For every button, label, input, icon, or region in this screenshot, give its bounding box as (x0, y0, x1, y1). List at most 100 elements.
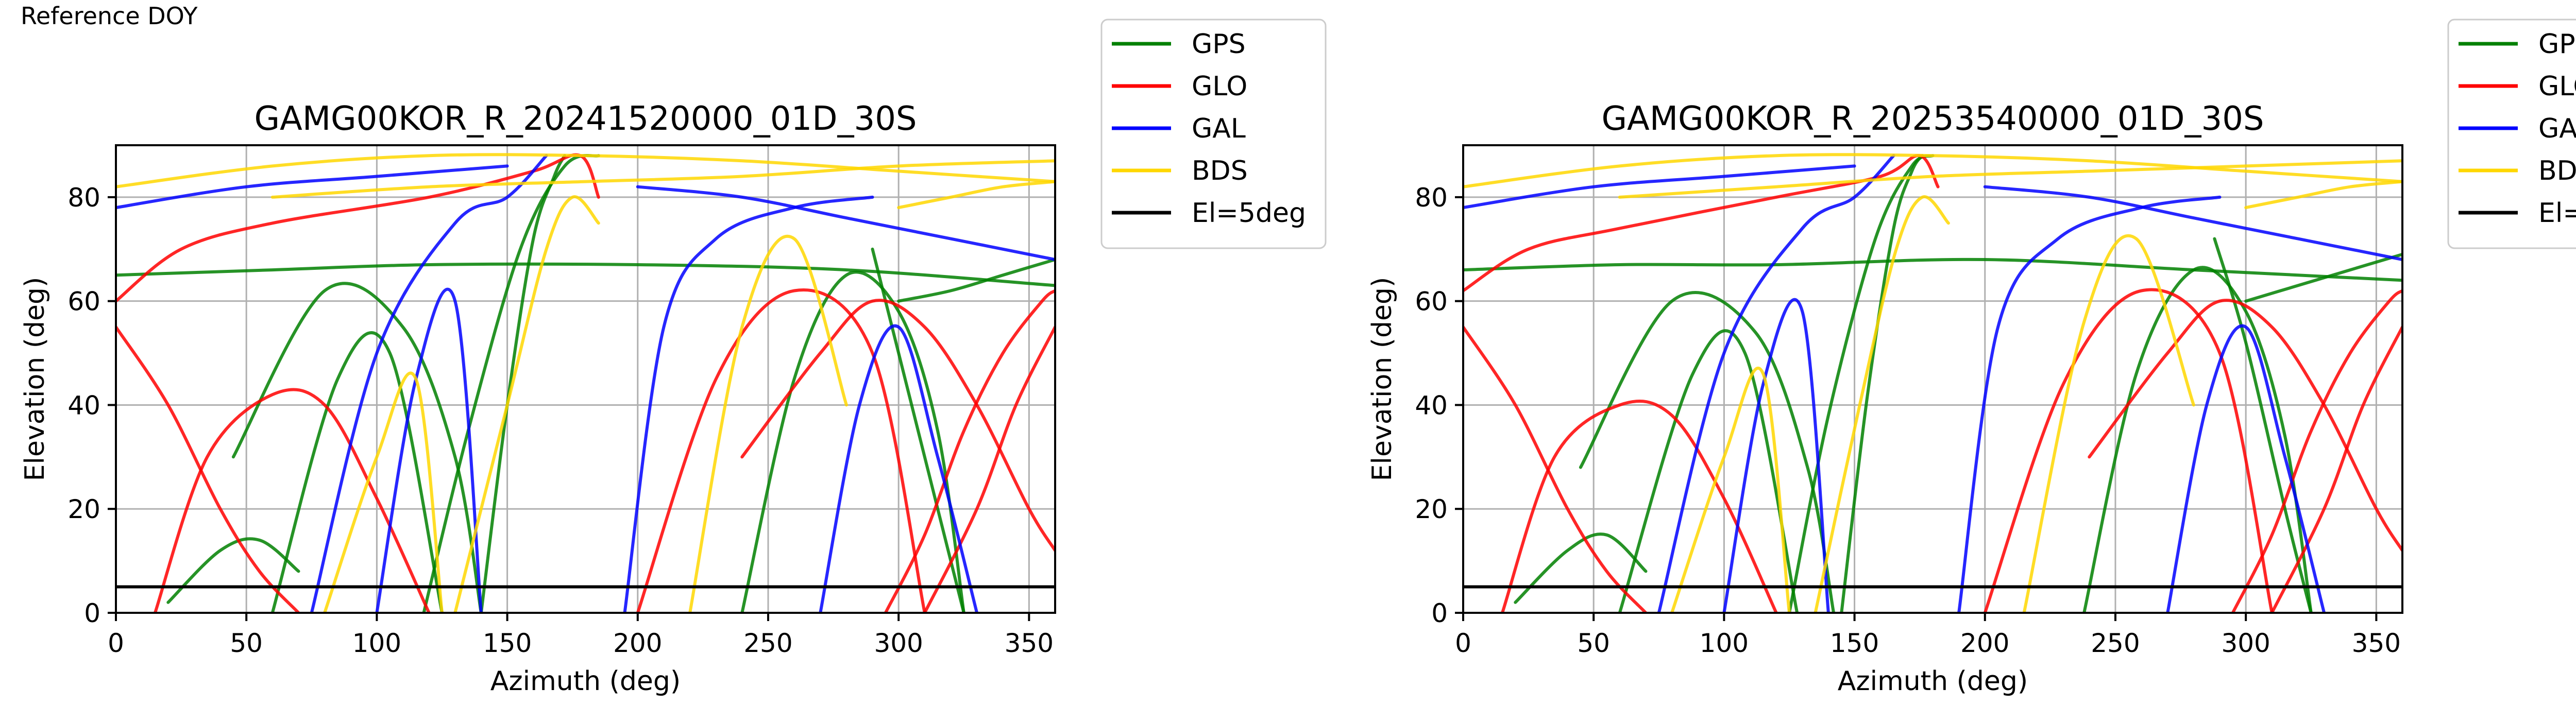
series-track-glo (740, 299, 1055, 552)
series-track-gps (1618, 329, 1799, 613)
series-track-gps (479, 154, 566, 613)
x-tick-label: 100 (1700, 628, 1749, 658)
axes-frame (1462, 144, 2403, 614)
legend-label: BDS (1192, 156, 1248, 186)
x-tick-label: 200 (1960, 628, 2009, 658)
chart-panel-2: 0 50 100 150 200 250 300 350 0 20 40 60 80 GAMG00KOR_… (1367, 19, 2576, 697)
legend: GPS GLO GAL BDS El=5deg (2447, 19, 2576, 249)
series-track-gps (1463, 257, 2402, 282)
series-track-bds (897, 180, 1055, 210)
series-track-glo (636, 288, 926, 613)
series-track-bds (1814, 195, 1950, 613)
y-tick-label: 60 (1415, 287, 1448, 317)
series-track-bds (1618, 159, 2402, 199)
legend-box (2447, 19, 2576, 249)
legend-label: GPS (2538, 29, 2576, 60)
x-tick-label: 100 (352, 628, 401, 658)
x-tick-label: 250 (743, 628, 792, 658)
series-track-bds (270, 159, 1055, 199)
y-tick-label: 20 (67, 494, 100, 524)
axes-frame (115, 144, 1056, 614)
series-track-bds (116, 153, 1055, 188)
series-track-gps (740, 270, 965, 613)
series-track-gps (422, 154, 600, 613)
y-tick-label: 40 (67, 390, 100, 420)
y-tick-label: 80 (1415, 183, 1448, 213)
x-tick-label: 300 (2221, 628, 2270, 658)
series-track-glo (2270, 325, 2402, 613)
series-track-gal (623, 195, 874, 613)
series-track-glo (1463, 154, 1940, 293)
y-tick-label: 40 (1415, 390, 1448, 420)
series-track-bds (688, 234, 848, 613)
legend-label: GAL (2538, 113, 2576, 144)
series-track-gal (375, 287, 483, 613)
legend-box (1100, 19, 1327, 249)
series-track-glo (154, 388, 431, 613)
x-tick-label: 50 (230, 628, 263, 658)
x-tick-label: 300 (874, 628, 923, 658)
chart-title: GAMG00KOR_R_20253540000_01D_30S (1601, 100, 2264, 138)
y-axis-label: Elevation (deg) (1367, 277, 1398, 482)
x-tick-label: 50 (1577, 628, 1610, 658)
series-track-gps (1579, 291, 1836, 613)
legend: GPS GLO GAL BDS El=5deg (1100, 19, 1327, 249)
x-axis-label: Azimuth (deg) (1838, 666, 2028, 697)
y-tick-label: 60 (67, 287, 100, 317)
series-track-bds (2244, 180, 2402, 210)
series-track-gps (897, 258, 1055, 303)
series-track-gal (819, 324, 979, 613)
series-track-gps (270, 331, 444, 613)
series-track-gps (231, 282, 483, 613)
x-tick-label: 350 (1005, 628, 1054, 658)
series-track-glo (116, 325, 300, 613)
series-track-bds (1463, 153, 2402, 188)
chart-panel-1: 0 50 100 150 200 250 300 350 0 20 40 60 80 GAMG00KOR_… (20, 19, 1327, 697)
series-track-glo (923, 325, 1055, 613)
series-track-glo (1983, 288, 2274, 613)
legend-label: GLO (2538, 71, 2576, 102)
series-track-glo (1463, 325, 1648, 613)
series-track-gal (2166, 324, 2326, 613)
page-label: Reference DOY (21, 2, 198, 30)
series-track-glo (2088, 299, 2402, 552)
x-tick-label: 200 (613, 628, 662, 658)
series-track-gps (1788, 154, 1935, 613)
y-tick-label: 0 (84, 598, 100, 628)
series-track-gps (116, 262, 1055, 287)
plot-area (1463, 153, 2402, 613)
legend-label: GPS (1192, 29, 1246, 60)
legend-label: GAL (1192, 113, 1246, 144)
series-track-gal (116, 164, 509, 210)
legend-label: GLO (1192, 71, 1247, 102)
series-track-gal (310, 154, 548, 613)
series-track-gps (1840, 154, 1924, 613)
series-track-bds (323, 371, 444, 613)
x-tick-label: 150 (483, 628, 532, 658)
series-track-gal (1983, 185, 2402, 261)
x-tick-label: 350 (2352, 628, 2401, 658)
legend-label: El=5deg (2538, 198, 2576, 229)
y-tick-label: 80 (67, 183, 100, 213)
x-tick-label: 0 (1455, 628, 1471, 658)
series-track-gal (636, 185, 1055, 261)
series-track-gps (871, 247, 965, 613)
series-track-bds (1670, 367, 1791, 613)
legend-label: El=5deg (1192, 198, 1306, 229)
x-axis-label: Azimuth (deg) (490, 666, 681, 697)
y-tick-label: 20 (1415, 494, 1448, 524)
series-track-glo (1501, 399, 1778, 613)
y-tick-label: 0 (1431, 598, 1448, 628)
y-axis-label: Elevation (deg) (20, 277, 50, 482)
x-tick-label: 250 (2091, 628, 2140, 658)
series-track-gal (1657, 154, 1895, 613)
series-track-gal (1957, 195, 2222, 613)
x-tick-label: 0 (108, 628, 124, 658)
series-track-gal (1463, 164, 1856, 210)
legend-label: BDS (2538, 156, 2576, 186)
chart-title: GAMG00KOR_R_20241520000_01D_30S (254, 100, 917, 138)
series-track-bds (453, 195, 600, 613)
x-tick-label: 150 (1830, 628, 1879, 658)
